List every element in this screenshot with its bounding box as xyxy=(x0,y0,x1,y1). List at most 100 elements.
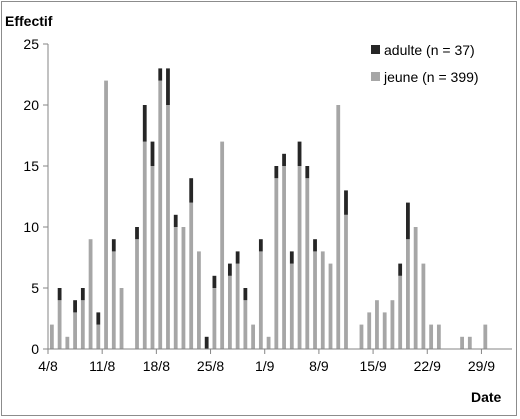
bar-jeune xyxy=(359,324,364,349)
bar-jeune xyxy=(460,336,464,349)
bar-jeune xyxy=(274,178,279,349)
bar-jeune xyxy=(258,251,263,349)
bar-adulte xyxy=(305,166,310,179)
bar-jeune xyxy=(212,288,217,349)
legend-swatch-adulte xyxy=(371,45,380,54)
y-tick-label: 20 xyxy=(23,97,39,113)
bar-jeune xyxy=(49,324,54,349)
bar-adulte xyxy=(158,68,163,81)
bar-jeune xyxy=(235,263,240,349)
bar-jeune xyxy=(111,251,116,349)
x-axis-title: Date xyxy=(471,389,502,405)
y-tick-label: 25 xyxy=(23,36,39,52)
bar-adulte xyxy=(282,153,286,166)
bar-jeune xyxy=(158,80,163,349)
y-tick-label: 15 xyxy=(23,158,39,174)
bar-jeune xyxy=(266,336,271,349)
y-tick-label: 0 xyxy=(31,341,39,357)
legend-swatch-jeune xyxy=(371,72,380,81)
bar-jeune xyxy=(96,324,101,349)
bar-jeune xyxy=(382,312,387,349)
bar-jeune xyxy=(297,166,302,349)
bar-jeune xyxy=(367,312,372,349)
bar-adulte xyxy=(57,288,62,301)
x-tick-label: 15/9 xyxy=(359,358,386,374)
bar-jeune xyxy=(320,251,325,349)
bar-jeune xyxy=(104,80,108,349)
bar-jeune xyxy=(328,263,333,349)
bar-jeune xyxy=(65,336,70,349)
bar-jeune xyxy=(406,239,410,349)
y-tick-label: 5 xyxy=(31,280,39,296)
bar-jeune xyxy=(73,312,77,349)
bar-adulte xyxy=(189,178,194,203)
bar-jeune xyxy=(220,141,225,349)
bar-jeune xyxy=(142,141,147,349)
bar-jeune xyxy=(390,300,395,349)
legend-label-jeune: jeune (n = 399) xyxy=(383,69,479,85)
bar-adulte xyxy=(80,288,85,301)
legend-label-adulte: adulte (n = 37) xyxy=(384,42,475,58)
bar-jeune xyxy=(289,263,294,349)
bar-jeune xyxy=(135,239,139,349)
bar-adulte xyxy=(235,251,240,264)
bar-jeune xyxy=(413,227,418,349)
bar-jeune xyxy=(344,214,348,349)
bar-jeune xyxy=(398,275,403,349)
bar-jeune xyxy=(150,166,155,349)
bar-jeune xyxy=(173,227,178,349)
bar-jeune xyxy=(88,239,93,349)
bar-jeune xyxy=(181,227,186,349)
bar-jeune xyxy=(119,288,124,349)
x-tick-label: 25/8 xyxy=(197,358,224,374)
bar-jeune xyxy=(313,251,317,349)
bar-adulte xyxy=(274,166,279,179)
bar-jeune xyxy=(421,263,426,349)
bar-adulte xyxy=(96,312,101,325)
bar-jeune xyxy=(282,166,286,349)
bar-adulte xyxy=(344,190,348,215)
bar-jeune xyxy=(227,275,232,349)
bar-adulte xyxy=(135,227,139,240)
bar-adulte xyxy=(243,288,248,301)
x-tick-label: 1/9 xyxy=(255,358,275,374)
bar-adulte xyxy=(289,251,294,264)
bar-jeune xyxy=(80,300,85,349)
bar-adulte xyxy=(297,141,302,166)
bar-adulte xyxy=(173,214,178,227)
bar-jeune xyxy=(189,202,194,349)
bar-jeune xyxy=(429,324,434,349)
bars-group xyxy=(49,68,488,349)
bar-jeune xyxy=(336,105,341,349)
bar-jeune xyxy=(375,300,379,349)
bar-adulte xyxy=(258,239,263,252)
bar-adulte xyxy=(111,239,116,252)
x-tick-label: 22/9 xyxy=(414,358,441,374)
y-tick-label: 10 xyxy=(23,219,39,235)
x-tick-label: 11/8 xyxy=(89,358,115,374)
bar-jeune xyxy=(251,324,256,349)
x-ticks-group: 4/8 11/8 18/8 25/8 1/9 8/9 15/9 22/9 29/9 xyxy=(38,349,495,374)
bar-jeune xyxy=(467,336,472,349)
x-tick-label: 18/8 xyxy=(143,358,170,374)
bar-jeune xyxy=(243,300,248,349)
y-axis-title: Effectif xyxy=(5,13,53,29)
bar-adulte xyxy=(406,202,410,240)
x-tick-label: 4/8 xyxy=(38,358,58,374)
axes-group xyxy=(47,44,512,350)
x-tick-label: 8/9 xyxy=(309,358,329,374)
bar-jeune xyxy=(166,105,170,349)
bar-adulte xyxy=(150,141,155,166)
x-tick-label: 29/9 xyxy=(468,358,495,374)
bar-adulte xyxy=(73,300,77,313)
bar-jeune xyxy=(197,251,201,349)
bar-adulte xyxy=(166,68,170,105)
legend: adulte (n = 37) jeune (n = 399) xyxy=(371,42,479,85)
bar-adulte xyxy=(142,105,147,142)
bar-adulte xyxy=(204,336,209,349)
bar-jeune xyxy=(436,324,441,349)
y-ticks-group: 0 5 10 15 20 25 xyxy=(23,36,48,357)
bar-adulte xyxy=(212,275,217,288)
bar-adulte xyxy=(398,263,403,276)
